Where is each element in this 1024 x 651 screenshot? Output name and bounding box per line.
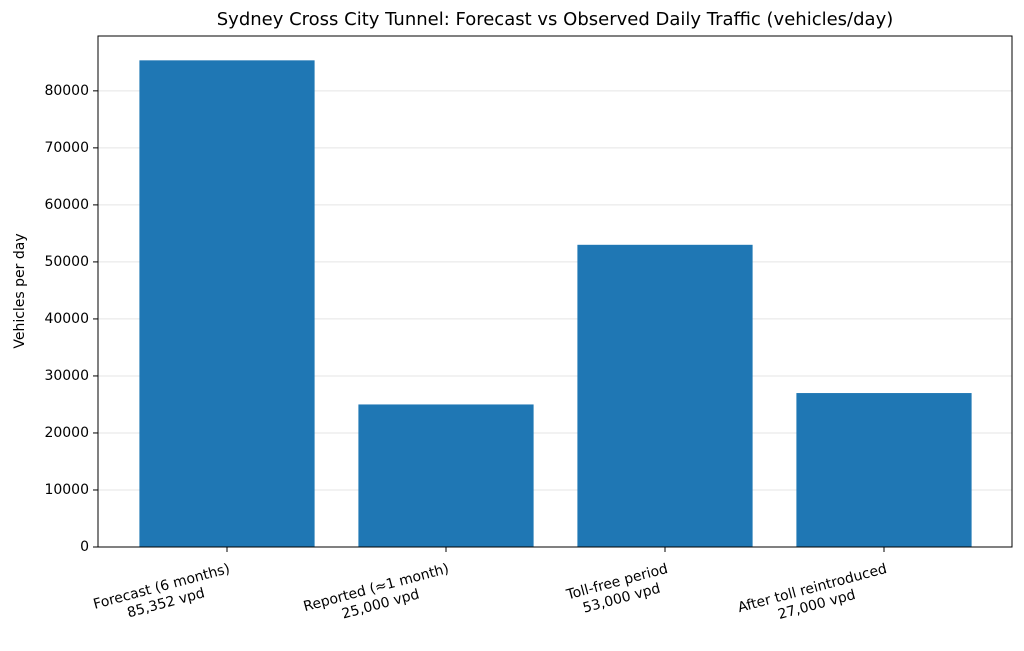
- x-tick-label-group: After toll reintroduced27,000 vpd: [736, 561, 893, 633]
- bar: [358, 404, 534, 547]
- x-tick-label: Forecast (6 months)85,352 vpd: [92, 561, 236, 629]
- y-tick-label: 60000: [44, 197, 89, 213]
- x-tick-label: Toll-free period53,000 vpd: [564, 561, 674, 620]
- y-tick-label: 10000: [44, 482, 89, 498]
- y-tick-label: 80000: [44, 83, 89, 99]
- bar: [796, 393, 972, 547]
- x-tick-label: After toll reintroduced27,000 vpd: [736, 561, 893, 633]
- x-tick-label: Reported (≈1 month)25,000 vpd: [302, 561, 455, 632]
- x-tick-label-group: Toll-free period53,000 vpd: [564, 561, 674, 620]
- bar: [577, 244, 753, 548]
- y-tick-label: 40000: [44, 311, 89, 327]
- chart-title: Sydney Cross City Tunnel: Forecast vs Ob…: [217, 9, 894, 30]
- y-tick-label: 70000: [44, 140, 89, 156]
- y-tick-label: 30000: [44, 368, 89, 384]
- plot-frame: [97, 35, 1013, 548]
- y-tick-label: 20000: [44, 425, 89, 441]
- y-axis-label: Vehicles per day: [12, 233, 28, 348]
- x-tick-label-group: Reported (≈1 month)25,000 vpd: [302, 561, 455, 632]
- bar: [139, 60, 315, 547]
- x-tick-label-group: Forecast (6 months)85,352 vpd: [92, 561, 236, 629]
- y-tick-label: 0: [80, 539, 89, 555]
- y-tick-label: 50000: [44, 254, 89, 270]
